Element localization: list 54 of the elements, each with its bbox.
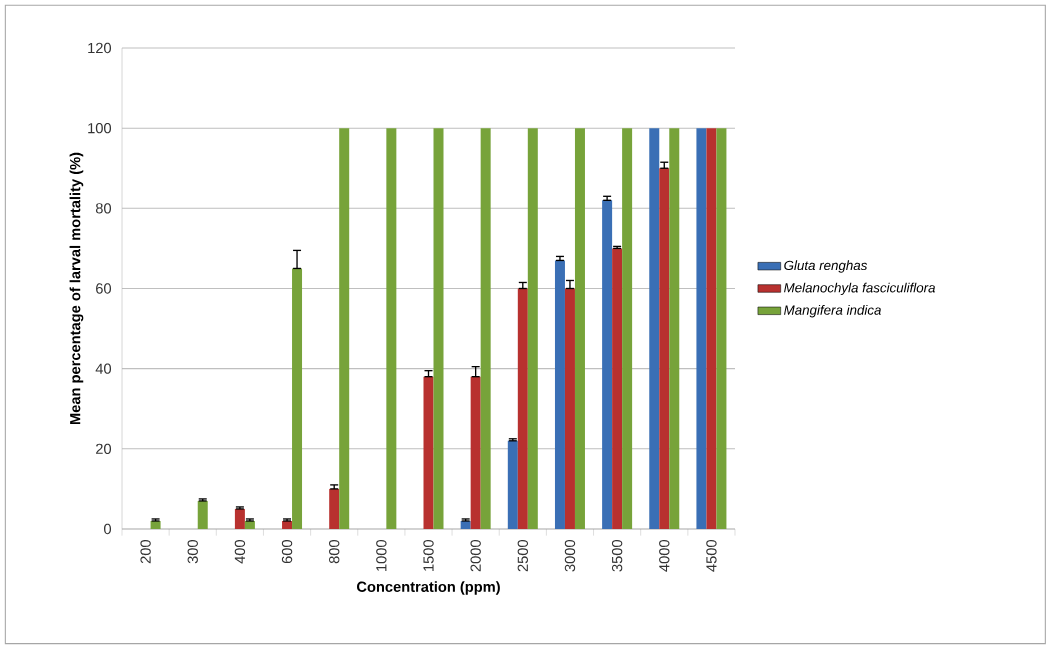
bar <box>612 248 623 529</box>
bar <box>602 200 613 529</box>
x-axis-title: Concentration (ppm) <box>357 581 500 595</box>
y-tick-label: 120 <box>88 42 112 54</box>
bar <box>574 128 585 529</box>
y-tick-label: 60 <box>96 283 112 294</box>
bar <box>460 520 471 529</box>
bar <box>696 128 707 529</box>
y-tick-label: 0 <box>104 523 112 535</box>
bar <box>433 128 444 529</box>
x-tick-label: 600 <box>281 539 293 564</box>
bar <box>423 376 434 529</box>
x-tick-label: 3000 <box>564 539 576 572</box>
x-tick-label: 2500 <box>517 539 529 572</box>
x-tick-label: 300 <box>187 539 198 564</box>
bar <box>470 376 481 529</box>
bar <box>716 128 727 529</box>
x-tick-label: 2000 <box>470 539 481 572</box>
bar <box>622 128 633 529</box>
y-tick-label: 80 <box>95 203 112 214</box>
bar <box>507 440 518 529</box>
bar <box>339 128 350 529</box>
bar <box>564 288 575 529</box>
bar <box>244 520 255 529</box>
x-tick-label: 800 <box>329 539 340 564</box>
bar <box>480 128 491 529</box>
bar <box>659 168 670 529</box>
x-tick-label: 4000 <box>659 539 670 572</box>
legend-label: Mangifera indica <box>784 304 881 318</box>
bar <box>386 128 397 529</box>
y-tick-label: 40 <box>95 363 112 374</box>
bar <box>197 500 208 529</box>
bar <box>669 128 680 529</box>
x-tick-label: 1500 <box>423 539 434 571</box>
bar <box>706 128 717 529</box>
bar <box>527 128 538 529</box>
bar <box>329 488 340 529</box>
bar <box>517 288 528 529</box>
x-tick-label: 1000 <box>376 539 387 571</box>
y-tick-label: 20 <box>96 443 112 455</box>
y-tick-label: 100 <box>88 122 112 134</box>
x-tick-label: 3500 <box>611 539 623 572</box>
x-tick-label: 400 <box>234 539 246 564</box>
bar <box>282 520 293 529</box>
bar <box>150 520 161 529</box>
bar <box>234 508 245 529</box>
legend-label: Gluta renghas <box>784 260 868 273</box>
y-axis-title: Mean percentage of larval mortality (%) <box>69 152 84 425</box>
x-tick-label: 200 <box>140 539 151 564</box>
x-tick-label: 4500 <box>706 539 717 572</box>
legend-label: Melanochyla fasciculiflora <box>784 282 936 296</box>
bar <box>292 268 303 529</box>
bar <box>554 260 565 529</box>
bar <box>649 128 660 529</box>
